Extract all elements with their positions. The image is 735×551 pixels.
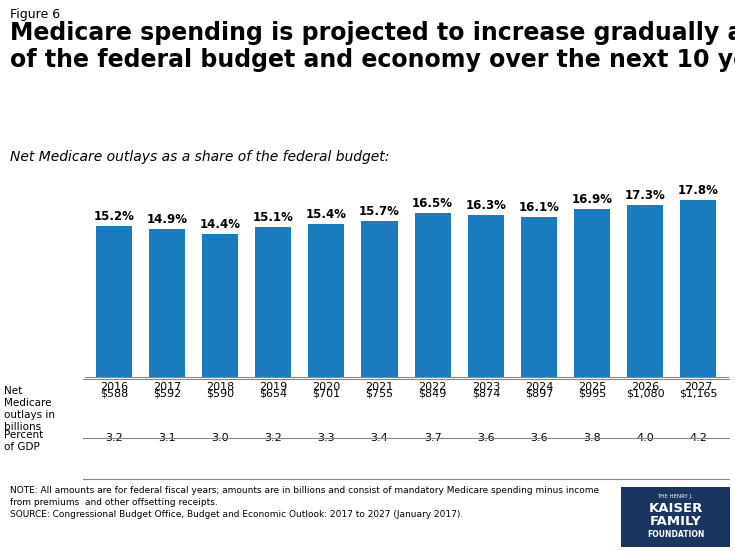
Text: KAISER: KAISER <box>648 502 703 515</box>
Text: Percent
of GDP: Percent of GDP <box>4 430 43 452</box>
Text: 16.1%: 16.1% <box>518 202 559 214</box>
Text: FOUNDATION: FOUNDATION <box>647 530 704 539</box>
Text: $1,080: $1,080 <box>626 388 664 398</box>
Bar <box>521 217 557 377</box>
Text: 17.3%: 17.3% <box>625 190 666 202</box>
Text: $701: $701 <box>312 388 340 398</box>
Text: 14.4%: 14.4% <box>200 218 240 231</box>
Text: 4.2: 4.2 <box>689 433 707 442</box>
Text: 15.7%: 15.7% <box>359 206 400 218</box>
Bar <box>681 200 717 377</box>
Text: $874: $874 <box>472 388 500 398</box>
Text: $592: $592 <box>153 388 181 398</box>
Text: Figure 6: Figure 6 <box>10 8 60 21</box>
Text: $590: $590 <box>206 388 234 398</box>
Text: $849: $849 <box>418 388 447 398</box>
Text: NOTE: All amounts are for federal fiscal years; amounts are in billions and cons: NOTE: All amounts are for federal fiscal… <box>10 486 599 518</box>
Text: $654: $654 <box>259 388 287 398</box>
Text: 16.9%: 16.9% <box>572 193 612 207</box>
Text: 3.3: 3.3 <box>318 433 335 442</box>
Text: 16.3%: 16.3% <box>465 199 506 213</box>
Text: 3.2: 3.2 <box>105 433 123 442</box>
Text: 4.0: 4.0 <box>637 433 654 442</box>
Text: $995: $995 <box>578 388 606 398</box>
Bar <box>415 213 451 377</box>
Bar <box>627 205 663 377</box>
Text: 3.7: 3.7 <box>424 433 442 442</box>
Bar <box>202 234 238 377</box>
Bar <box>255 227 291 377</box>
Text: THE HENRY J.: THE HENRY J. <box>658 494 693 499</box>
Text: 16.5%: 16.5% <box>412 197 453 210</box>
Text: $1,165: $1,165 <box>679 388 717 398</box>
Text: 3.0: 3.0 <box>211 433 229 442</box>
Bar <box>308 224 345 377</box>
Text: 15.4%: 15.4% <box>306 208 347 222</box>
Text: 15.1%: 15.1% <box>253 212 294 224</box>
Text: 3.6: 3.6 <box>530 433 548 442</box>
Text: Net Medicare outlays as a share of the federal budget:: Net Medicare outlays as a share of the f… <box>10 150 389 164</box>
Text: $897: $897 <box>525 388 553 398</box>
Text: 14.9%: 14.9% <box>146 213 187 226</box>
Bar <box>574 209 610 377</box>
Text: $755: $755 <box>365 388 393 398</box>
Text: Medicare spending is projected to increase gradually as a share
of the federal b: Medicare spending is projected to increa… <box>10 21 735 72</box>
Text: 3.2: 3.2 <box>265 433 282 442</box>
Text: 3.8: 3.8 <box>584 433 601 442</box>
Text: 3.4: 3.4 <box>370 433 388 442</box>
Bar <box>362 221 398 377</box>
Text: 15.2%: 15.2% <box>93 210 135 223</box>
Text: $588: $588 <box>100 388 128 398</box>
Text: Net
Medicare
outlays in
billions: Net Medicare outlays in billions <box>4 386 54 431</box>
Text: 3.1: 3.1 <box>158 433 176 442</box>
Bar <box>148 229 185 377</box>
Bar <box>96 226 132 377</box>
Bar <box>467 215 504 377</box>
Text: FAMILY: FAMILY <box>650 515 701 528</box>
Text: 3.6: 3.6 <box>477 433 495 442</box>
Text: 17.8%: 17.8% <box>678 185 719 197</box>
